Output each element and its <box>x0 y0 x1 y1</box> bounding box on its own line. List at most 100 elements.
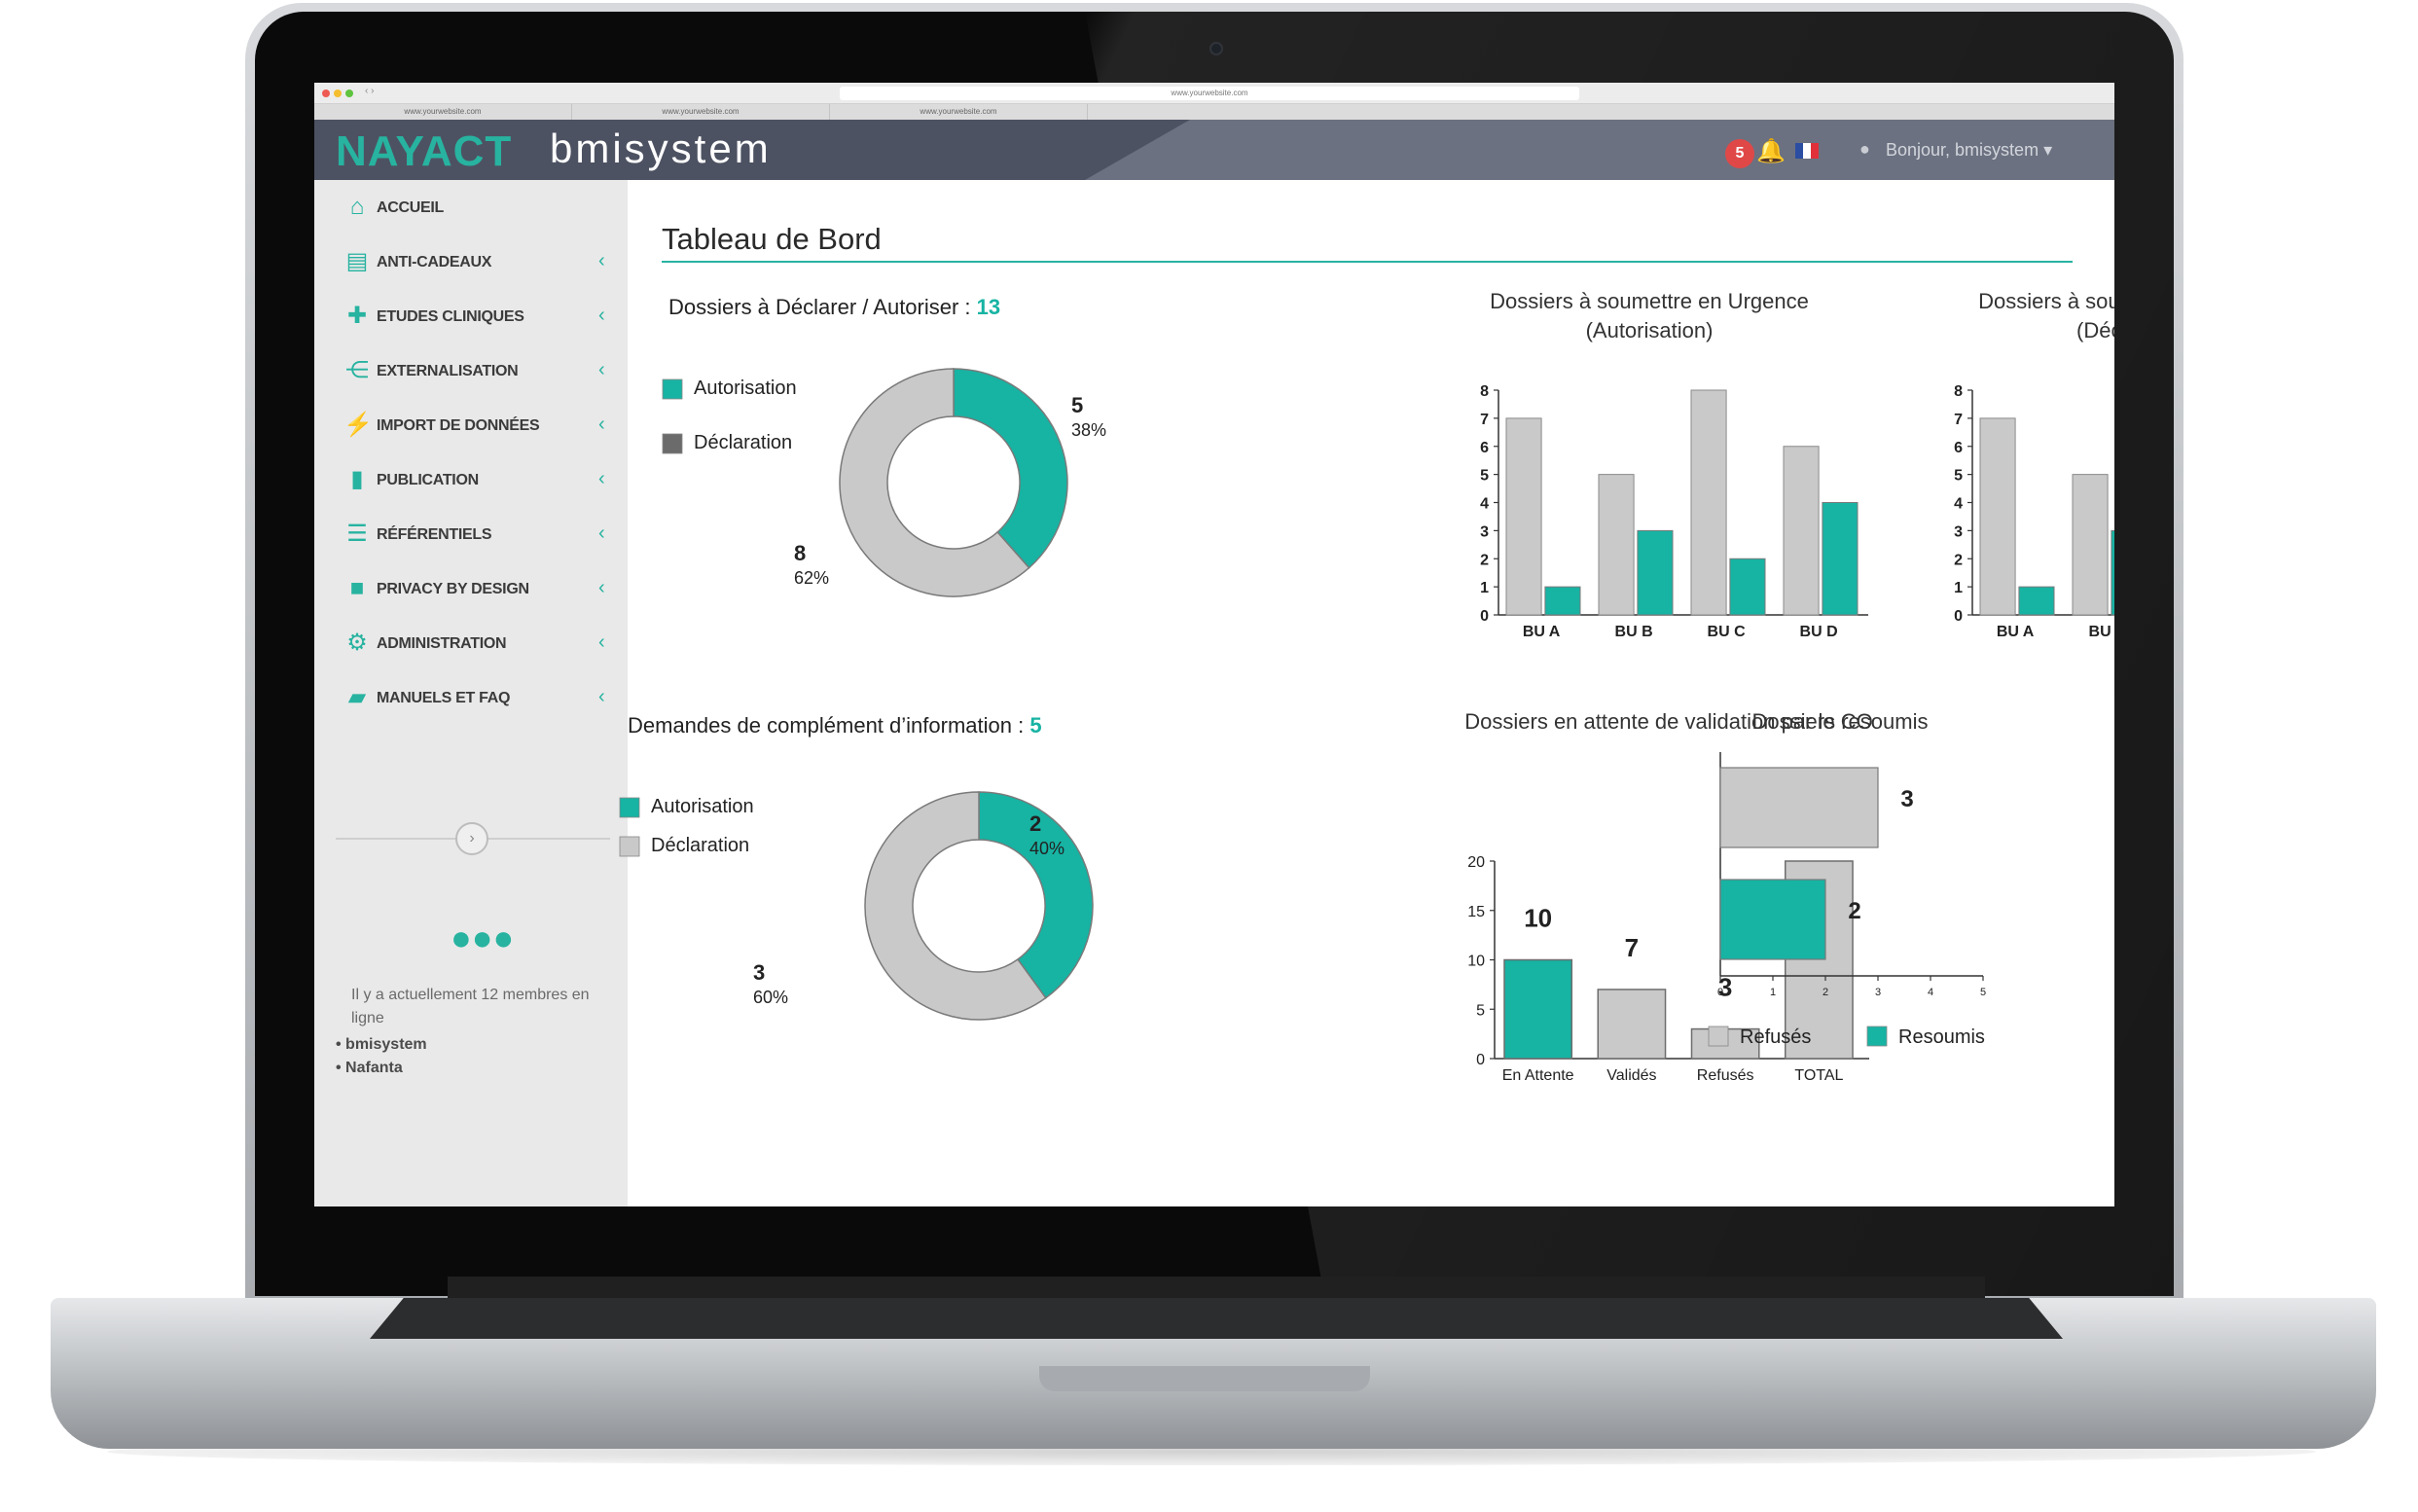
sidebar-item-privacy-by-design[interactable]: ■ PRIVACY BY DESIGN ‹ <box>343 571 626 610</box>
y-tick-label: 15 <box>1467 904 1485 920</box>
plug-icon: ⚡ <box>343 412 373 438</box>
chevron-left-icon: ‹ <box>598 522 605 544</box>
browser-tab[interactable]: www.yourwebsite.com <box>572 104 830 120</box>
caret-down-icon: ▾ <box>2039 140 2053 160</box>
sidebar-item-label: PUBLICATION <box>377 472 479 488</box>
bar <box>1822 502 1859 616</box>
y-tick-label: 5 <box>1476 1002 1485 1019</box>
online-members-text: Il y a actuellement 12 membres en ligne <box>351 987 590 1026</box>
sidebar-item-referentiels[interactable]: ☰ RÉFÉRENTIELS ‹ <box>343 517 626 556</box>
x-tick-label: En Attente <box>1502 1067 1574 1084</box>
x-tick-label: 1 <box>1770 987 1776 998</box>
bell-icon[interactable]: 🔔 <box>1756 138 1786 164</box>
chart-title: Dossiers resoumis <box>1752 709 1929 734</box>
chart-total: 13 <box>977 295 1000 319</box>
data-label: 3 <box>1900 786 1913 812</box>
y-tick-label: 2 <box>1480 552 1489 568</box>
bar <box>1544 586 1581 616</box>
y-tick-label: 3 <box>1480 523 1489 540</box>
page-title: Tableau de Bord <box>662 222 882 256</box>
y-tick-label: 0 <box>1480 608 1489 625</box>
close-window-icon[interactable] <box>322 90 330 97</box>
chevron-left-icon: ‹ <box>598 577 605 598</box>
user-greeting: Bonjour, bmisystem <box>1886 140 2039 160</box>
x-tick-label: BU B <box>1615 624 1653 640</box>
x-tick-label: Refusés <box>1697 1067 1754 1084</box>
sidebar-item-label: ANTI-CADEAUX <box>377 254 492 270</box>
data-label: 2 <box>1848 898 1860 924</box>
nayact-logo[interactable]: NAYACT <box>336 127 513 175</box>
back-forward-icon[interactable]: ‹ › <box>365 86 375 96</box>
online-member: • Nafanta <box>336 1060 403 1076</box>
legend-swatch <box>662 433 683 454</box>
y-tick-label: 5 <box>1954 468 1963 485</box>
sidebar-item-administration[interactable]: ⚙ ADMINISTRATION ‹ <box>343 626 626 665</box>
header-brand-panel <box>314 120 1190 180</box>
slice-percent-label: 40% <box>1029 839 1065 858</box>
bar <box>1597 989 1667 1060</box>
sidebar-collapse-button[interactable]: › <box>455 822 488 855</box>
x-tick-label: BU B <box>2089 624 2114 640</box>
legend-swatch <box>662 378 683 400</box>
maximize-window-icon[interactable] <box>345 90 353 97</box>
user-menu[interactable]: Bonjour, bmisystem ▾ <box>1886 133 2052 166</box>
bar-chart-icon: ▮ <box>350 466 364 492</box>
sidebar-item-externalisation[interactable]: ⋲ EXTERNALISATION ‹ <box>343 353 626 392</box>
chevron-left-icon: ‹ <box>598 686 605 707</box>
legend-label: Autorisation <box>694 378 797 399</box>
sidebar-item-import-donnees[interactable]: ⚡ IMPORT DE DONNÉES ‹ <box>343 408 626 447</box>
list-icon: ☰ <box>346 521 368 547</box>
data-label: 3 <box>1718 973 1732 1002</box>
browser-tab[interactable]: www.yourwebsite.com <box>830 104 1088 120</box>
browser-tabs: www.yourwebsite.com www.yourwebsite.com … <box>314 104 2114 120</box>
online-member: • bmisystem <box>336 1036 427 1053</box>
x-tick-label: TOTAL <box>1794 1067 1843 1084</box>
notification-badge[interactable]: 5 <box>1725 139 1754 168</box>
bar <box>1598 474 1635 616</box>
slice-value-label: 5 <box>1071 393 1083 417</box>
data-label: 10 <box>1524 904 1552 933</box>
hinge <box>448 1277 1985 1298</box>
bmisystem-logo[interactable]: bmisystem <box>550 126 772 171</box>
sidebar-item-accueil[interactable]: ⌂ ACCUEIL <box>343 190 626 229</box>
slice-percent-label: 38% <box>1071 420 1106 440</box>
french-flag-icon[interactable] <box>1795 143 1819 159</box>
chevron-left-icon: ‹ <box>598 414 605 435</box>
y-tick-label: 5 <box>1480 468 1489 485</box>
chart-title: (Autorisation) <box>1586 318 1714 342</box>
cogs-icon: ⚙ <box>346 630 368 656</box>
bar <box>1637 529 1674 616</box>
donut-slice <box>864 791 1047 1021</box>
title-underline <box>662 261 2073 263</box>
y-tick-label: 8 <box>1954 383 1963 400</box>
slice-value-label: 8 <box>794 541 806 565</box>
minimize-window-icon[interactable] <box>334 90 342 97</box>
x-tick-label: BU A <box>1997 624 2035 640</box>
y-tick-label: 7 <box>1480 412 1489 428</box>
y-tick-label: 6 <box>1480 440 1489 456</box>
sidebar-item-etudes-cliniques[interactable]: ✚ ETUDES CLINIQUES ‹ <box>343 299 626 338</box>
sidebar: ⌂ ACCUEIL ▤ ANTI-CADEAUX ‹ ✚ ETUDES CLIN… <box>314 180 628 1206</box>
chart-title: Demandes de complément d’information : 5 <box>628 713 1042 738</box>
bar <box>2072 474 2109 616</box>
sidebar-item-publication[interactable]: ▮ PUBLICATION ‹ <box>343 462 626 501</box>
x-tick-label: 4 <box>1928 987 1933 998</box>
address-bar[interactable]: www.yourwebsite.com <box>840 87 1579 100</box>
sidebar-item-manuels-faq[interactable]: ▰ MANUELS ET FAQ ‹ <box>343 680 626 719</box>
bar <box>1979 417 2016 616</box>
bar <box>1503 958 1573 1060</box>
y-tick-label: 2 <box>1954 552 1963 568</box>
x-tick-label: 5 <box>1980 987 1986 998</box>
sidebar-item-anti-cadeaux[interactable]: ▤ ANTI-CADEAUX ‹ <box>343 244 626 283</box>
camera-icon <box>1209 42 1223 55</box>
browser-tab[interactable]: www.yourwebsite.com <box>314 104 572 120</box>
bar <box>1690 389 1727 616</box>
chart-title: Dossiers à soumettre en Urgence <box>1978 289 2114 313</box>
legend-swatch <box>619 836 640 857</box>
bar <box>1783 446 1820 616</box>
sidebar-item-label: ETUDES CLINIQUES <box>377 308 524 325</box>
legend-label: Déclaration <box>694 432 792 453</box>
y-tick-label: 1 <box>1480 580 1489 596</box>
slice-percent-label: 60% <box>753 988 788 1007</box>
